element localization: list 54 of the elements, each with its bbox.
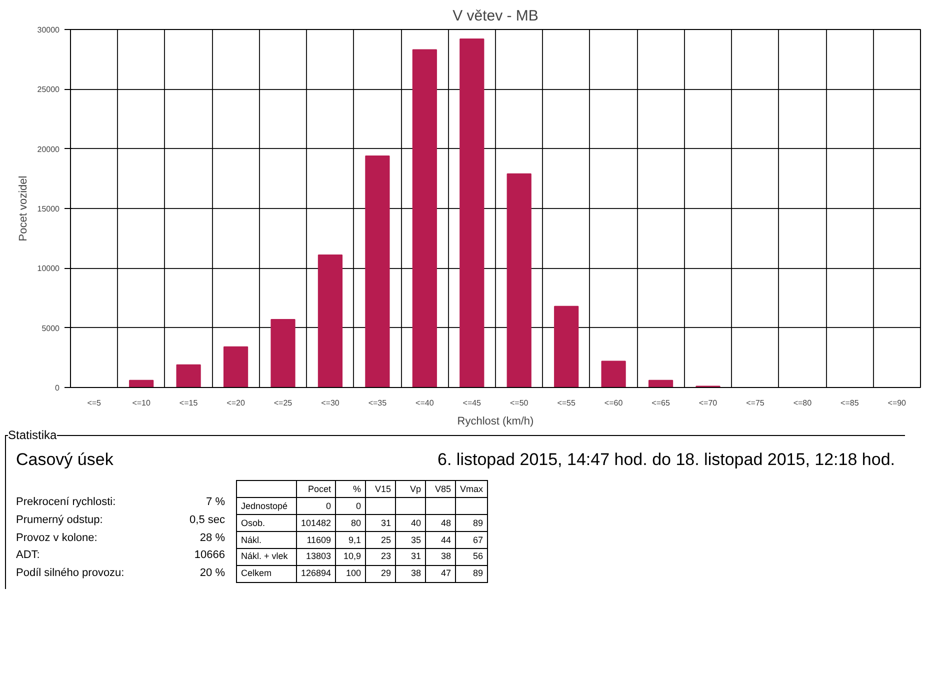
bar [412, 49, 437, 388]
x-tick-label: <=70 [698, 398, 718, 408]
y-tick-label: 5000 [42, 324, 60, 333]
bar [223, 346, 248, 388]
bar [129, 380, 154, 388]
x-tick-label: <=50 [510, 398, 529, 408]
text: Pocet % V15 Vp V85 Vmax [308, 484, 484, 494]
bar [506, 173, 532, 388]
bar [365, 155, 390, 388]
x-axis-title: Rychlost (km/h) [457, 416, 534, 428]
x-tick-label: <=90 [888, 398, 907, 408]
x-tick-label: <=10 [132, 398, 152, 408]
y-tick-label: 15000 [37, 204, 60, 214]
text: Celkem 126894 100 29 38 47 89 [241, 568, 484, 578]
text: Provoz v kolone: 28 % [16, 532, 225, 544]
text: Prumerný odstup: 0,5 sec [16, 514, 225, 526]
x-tick-label: <=45 [462, 398, 482, 408]
bar [460, 38, 484, 388]
text: Jednostopé 0 0 [241, 500, 362, 511]
text: Prekrocení rychlosti: 7 % [16, 496, 225, 508]
bar [554, 306, 579, 388]
bar [601, 360, 626, 388]
text: ADT: 10666 [16, 549, 225, 562]
x-tick-label: <=60 [604, 398, 624, 408]
text: Nákl. + vlek 13803 10,9 23 31 38 56 [241, 551, 484, 562]
text: 6. listopad 2015, 14:47 hod. do 18. listopad 2015, 12:18 hod. [438, 449, 895, 471]
bar [270, 318, 296, 388]
x-tick-label: <=35 [368, 398, 388, 408]
text: Statistika [8, 427, 57, 444]
text: Osob. 101482 80 31 40 48 89 [241, 518, 484, 528]
text: Casový úsek [16, 449, 114, 471]
bar [648, 380, 674, 388]
x-tick-label: <=65 [652, 398, 670, 408]
x-tick-label: <=40 [416, 398, 434, 408]
x-tick-label: <=20 [226, 398, 246, 408]
text: Nákl. 11609 9,1 25 35 44 67 [241, 534, 484, 545]
y-axis-title: Pocet vozidel [17, 176, 30, 242]
y-tick-label: 30000 [37, 26, 60, 34]
x-tick-label: <=80 [793, 398, 812, 408]
bar [176, 364, 201, 388]
y-tick-label: 0 [55, 384, 60, 392]
x-tick-label: <=85 [840, 398, 860, 408]
x-tick-label: <=25 [274, 398, 293, 408]
y-tick-label: 20000 [37, 144, 60, 154]
x-tick-label: <=5 [87, 398, 102, 408]
x-tick-label: <=75 [746, 398, 765, 408]
y-tick-label: 25000 [37, 85, 60, 94]
x-tick-label: <=30 [321, 398, 340, 408]
x-tick-label: <=55 [557, 398, 576, 408]
y-tick-label: 10000 [37, 264, 60, 274]
bar [318, 254, 343, 388]
chart-title: V větev - MB [452, 8, 538, 24]
x-tick-label: <=15 [179, 398, 198, 408]
text: Podíl silného provozu: 20 % [16, 567, 225, 580]
